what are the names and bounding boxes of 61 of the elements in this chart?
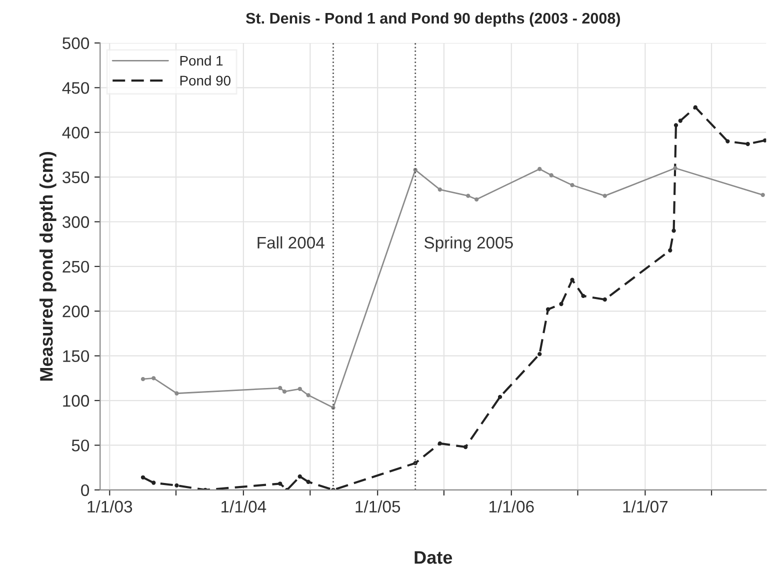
point <box>602 297 607 302</box>
point <box>693 105 698 110</box>
point <box>762 138 766 142</box>
point <box>668 248 672 252</box>
y-axis-title: Measured pond depth (cm) <box>39 152 56 381</box>
point <box>140 475 146 480</box>
point <box>760 192 765 198</box>
legend-label: Pond 90 <box>180 75 230 86</box>
point <box>602 194 607 198</box>
point <box>152 480 156 485</box>
y-tick-label: 50 <box>72 440 90 452</box>
point <box>152 376 156 380</box>
point <box>474 197 479 202</box>
y-tick-label: 150 <box>63 350 90 362</box>
y-tick-label: 0 <box>81 484 90 496</box>
y-tick-label: 450 <box>62 82 90 94</box>
x-tick-label: 1/1/07 <box>623 500 668 513</box>
point <box>672 228 676 233</box>
point <box>538 352 542 356</box>
y-tick-label: 350 <box>62 171 90 184</box>
point <box>306 480 310 484</box>
ref-line-label: Fall 2004 <box>258 236 324 249</box>
point <box>174 483 179 488</box>
x-axis-title: Date <box>414 551 452 564</box>
x-tick-label: 1/1/04 <box>222 500 266 513</box>
point <box>726 139 730 144</box>
point <box>673 166 678 170</box>
point <box>498 394 502 400</box>
point <box>674 123 678 128</box>
point <box>678 118 682 123</box>
y-tick-label: 250 <box>62 260 90 273</box>
x-tick-label: 1/1/06 <box>489 500 534 513</box>
legend-label: Pond 1 <box>180 55 223 66</box>
point <box>298 386 302 391</box>
point <box>438 441 442 446</box>
point <box>298 474 302 479</box>
y-tick-label: 300 <box>62 216 90 228</box>
point <box>746 142 750 146</box>
point <box>538 166 542 172</box>
y-tick-label: 500 <box>62 37 90 50</box>
point <box>306 393 310 398</box>
point <box>581 294 586 298</box>
point <box>174 391 179 396</box>
point <box>140 376 146 382</box>
ref-line-label: Spring 2005 <box>424 236 513 252</box>
chart-title: St. Denis - Pond 1 and Pond 90 depths (2003 - 2008) <box>246 12 620 27</box>
point <box>438 187 442 192</box>
y-tick-label: 200 <box>62 306 90 318</box>
point <box>570 183 574 188</box>
x-tick-label: 1/1/03 <box>88 500 132 513</box>
y-tick-label: 400 <box>62 126 90 139</box>
point <box>463 444 468 450</box>
y-tick-label: 100 <box>63 394 90 407</box>
point <box>546 307 550 312</box>
point <box>559 302 564 306</box>
point <box>282 390 287 394</box>
point <box>466 194 470 198</box>
point <box>278 482 282 486</box>
point <box>549 173 554 178</box>
point <box>278 386 282 390</box>
x-tick-label: 1/1/05 <box>356 500 400 513</box>
